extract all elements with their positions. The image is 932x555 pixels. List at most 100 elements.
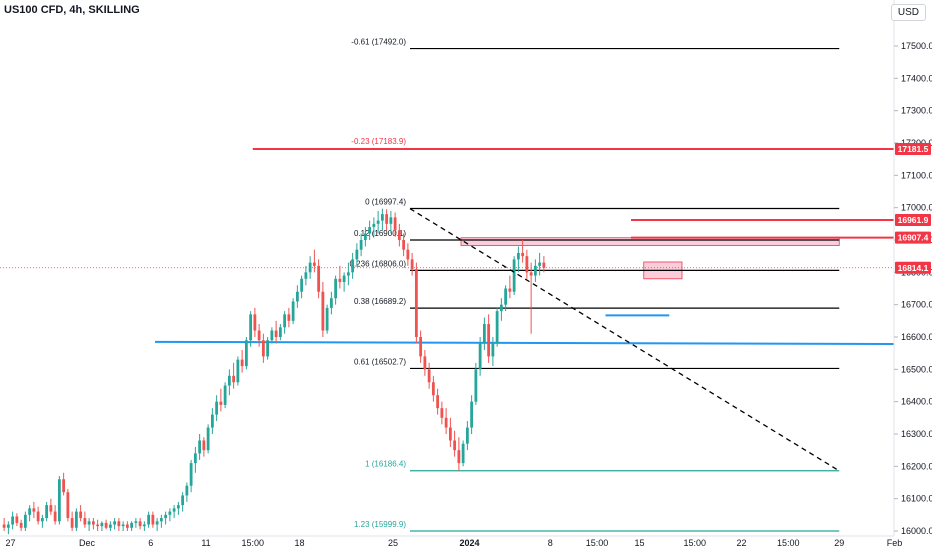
candle-body [130, 522, 134, 528]
price-tick-label: 16000.0 [901, 526, 932, 536]
candle-body [380, 214, 384, 221]
candle-body [495, 311, 499, 344]
candle-body [159, 518, 163, 522]
price-badge-label: 16961.9 [898, 215, 929, 225]
candle-body [427, 369, 431, 383]
candle-body [210, 414, 214, 428]
time-tick-label: 11 [201, 538, 210, 548]
candle-body [512, 259, 516, 292]
candle-body [283, 314, 287, 328]
fib-retracement[interactable]: -0.61 (17492.0) -0.23 (17183.9) 0 (16997.4… [350, 38, 840, 532]
candle-body [372, 223, 376, 228]
price-badge-label: 17181.5 [898, 144, 929, 154]
time-tick-label: 15:00 [586, 538, 609, 548]
candle-body [66, 492, 70, 519]
candle-body [368, 227, 372, 234]
price-tick-label: 16400.0 [901, 397, 932, 407]
candle-body [470, 401, 474, 428]
candle-body [70, 518, 74, 528]
candle-body [138, 521, 142, 527]
candle-body [181, 495, 185, 506]
candle-body [206, 427, 210, 451]
candle-body [113, 521, 117, 525]
candle-body [74, 511, 78, 528]
candle-body [32, 508, 36, 512]
time-tick-label: 18 [294, 538, 304, 548]
candle-body [444, 417, 448, 428]
horizontal-lines[interactable] [0, 147, 916, 346]
candle-body [397, 230, 401, 240]
candle-body [100, 522, 104, 527]
candle-body [465, 427, 469, 444]
symbol-title[interactable]: US100 CFD, 4h, SKILLING [4, 4, 140, 16]
candle-body [453, 440, 457, 451]
candle-body [134, 521, 138, 523]
time-tick-label: 8 [548, 538, 553, 548]
time-tick-label: 15:00 [241, 538, 264, 548]
candle-body [227, 375, 231, 386]
fib-level-label: 0.38 (16689.2) [354, 297, 406, 306]
fib-level-label: -0.23 (17183.9) [351, 137, 406, 146]
candle-body [270, 330, 274, 341]
candle-body [478, 343, 482, 370]
time-tick-label: 25 [388, 538, 398, 548]
time-tick-label: 15 [634, 538, 644, 548]
price-tick-label: 16500.0 [901, 364, 932, 374]
candle-body [87, 521, 91, 525]
supply-zone [460, 237, 840, 246]
time-tick-label: 15:00 [683, 538, 706, 548]
price-tick-label: 16600.0 [901, 332, 932, 342]
candle-body [53, 511, 57, 522]
candle-body [440, 408, 444, 418]
price-tick-label: 16300.0 [901, 429, 932, 439]
price-badge-bg [895, 261, 931, 274]
candle-body [28, 508, 32, 515]
currency-button[interactable]: USD [890, 4, 926, 21]
candle-body [385, 214, 389, 224]
candle-body [125, 524, 129, 528]
candle-body [482, 324, 486, 344]
candle-body [393, 217, 397, 231]
candle-body [295, 291, 299, 302]
time-tick-label: 29 [834, 538, 844, 548]
candle-body [376, 220, 380, 224]
time-tick-label: 15:00 [777, 538, 800, 548]
candle-body [168, 511, 172, 515]
candle-body [91, 521, 95, 525]
price-tick-label: 16700.0 [901, 300, 932, 310]
candle-body [202, 440, 206, 451]
candle-body [521, 252, 525, 257]
candle-body [278, 327, 282, 337]
candle-body [49, 505, 53, 512]
price-tick-label: 16100.0 [901, 494, 932, 504]
fib-level-label: -0.61 (17492.0) [351, 38, 406, 47]
candle-body [223, 385, 227, 405]
candle-body [423, 356, 427, 370]
time-tick-label: 2024 [459, 538, 479, 548]
candle-body [96, 524, 100, 527]
candle-body [164, 514, 168, 519]
candle-body [23, 514, 27, 528]
candle-body [62, 479, 66, 493]
candle-body [261, 340, 265, 357]
candle-body [402, 240, 406, 250]
time-tick-label: 22 [736, 538, 746, 548]
candle-body [6, 524, 10, 528]
candle-body [11, 516, 15, 525]
fib-level-label: 0.61 (16502.7) [354, 357, 406, 366]
candle-body [359, 240, 363, 250]
candle-body [410, 259, 414, 270]
candle-body [193, 453, 197, 464]
candle-body [117, 521, 121, 527]
candle-body [172, 508, 176, 512]
trend-line[interactable] [409, 208, 840, 472]
candle-body [431, 382, 435, 396]
candle-body [2, 524, 6, 528]
candle-body [147, 514, 151, 525]
price-tick-label: 16200.0 [901, 461, 932, 471]
candle-body [474, 369, 478, 402]
candle-body [36, 511, 40, 522]
